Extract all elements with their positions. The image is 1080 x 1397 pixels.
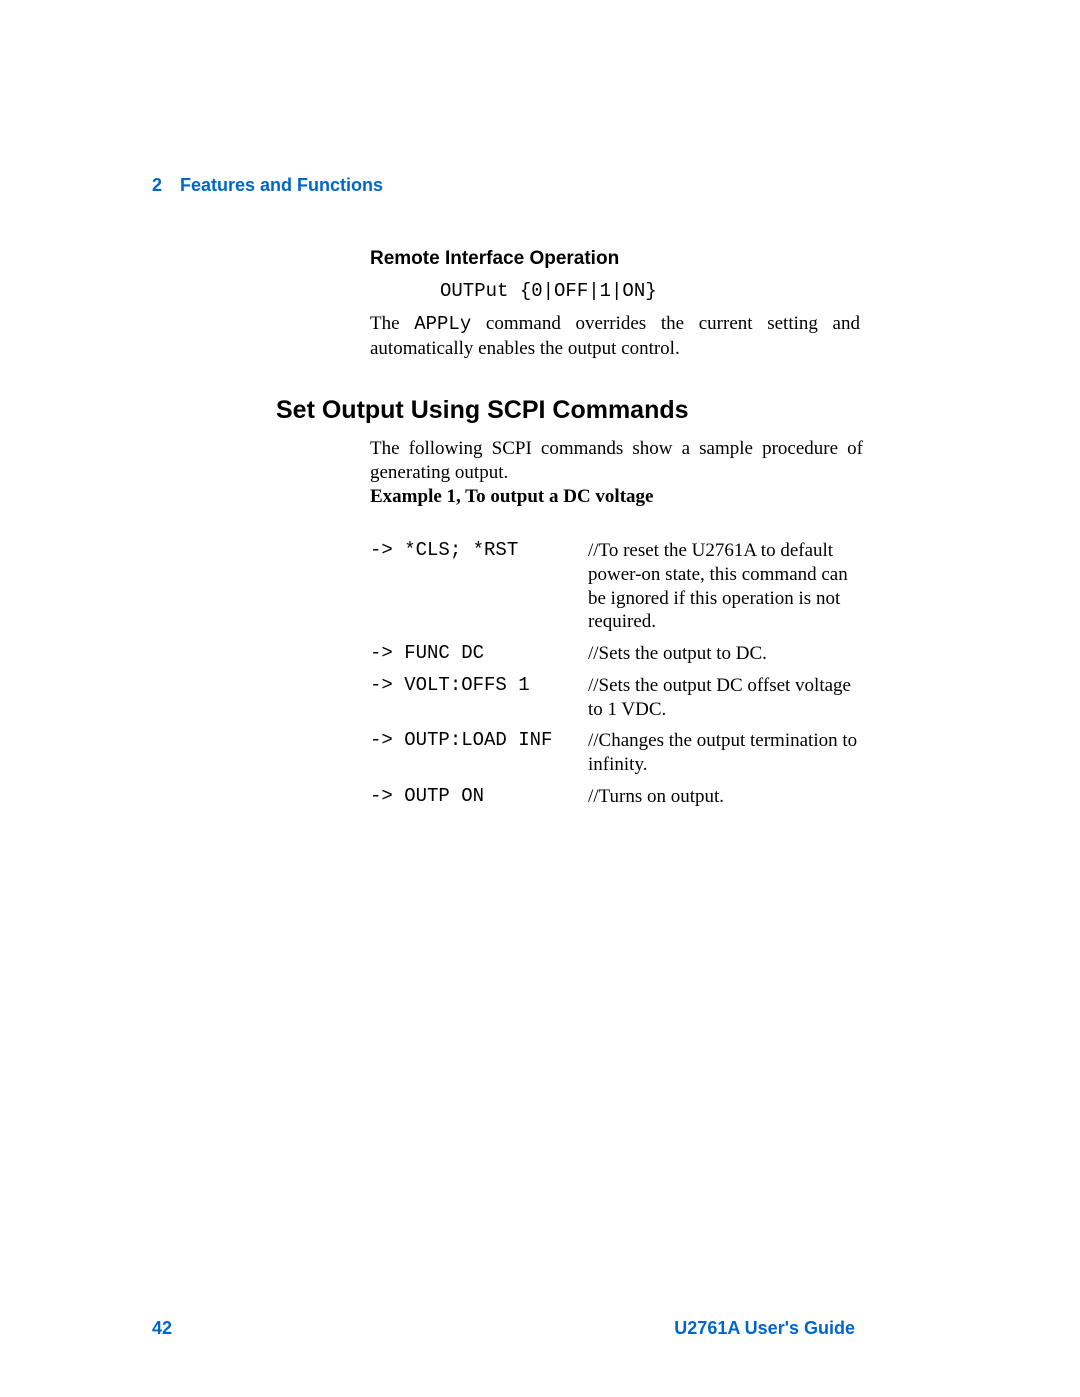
command-cell: -> OUTP ON bbox=[370, 781, 588, 813]
chapter-header: 2 Features and Functions bbox=[152, 175, 383, 196]
table-row: -> *CLS; *RST //To reset the U2761A to d… bbox=[370, 535, 870, 638]
command-cell: -> *CLS; *RST bbox=[370, 535, 588, 638]
output-syntax-code: OUTPut {0|OFF|1|ON} bbox=[440, 280, 657, 302]
command-table: -> *CLS; *RST //To reset the U2761A to d… bbox=[370, 535, 870, 813]
table-row: -> FUNC DC //Sets the output to DC. bbox=[370, 638, 870, 670]
description-cell: //Turns on output. bbox=[588, 781, 870, 813]
para-text-before: The bbox=[370, 313, 414, 334]
command-cell: -> VOLT:OFFS 1 bbox=[370, 670, 588, 726]
example-label: Example 1, To output a DC voltage bbox=[370, 486, 653, 508]
description-cell: //Sets the output DC offset voltage to 1… bbox=[588, 670, 870, 726]
table-row: -> VOLT:OFFS 1 //Sets the output DC offs… bbox=[370, 670, 870, 726]
description-cell: //To reset the U2761A to default power-o… bbox=[588, 535, 870, 638]
chapter-title: Features and Functions bbox=[180, 175, 383, 195]
section-heading: Set Output Using SCPI Commands bbox=[276, 396, 689, 425]
description-cell: //Changes the output termination to infi… bbox=[588, 725, 870, 781]
apply-command-name: APPLy bbox=[414, 313, 471, 335]
page: 2 Features and Functions Remote Interface… bbox=[0, 0, 1080, 1397]
table-row: -> OUTP:LOAD INF //Changes the output te… bbox=[370, 725, 870, 781]
page-number: 42 bbox=[152, 1318, 172, 1339]
chapter-number: 2 bbox=[152, 175, 162, 195]
section-intro-paragraph: The following SCPI commands show a sampl… bbox=[370, 437, 863, 485]
command-cell: -> FUNC DC bbox=[370, 638, 588, 670]
apply-description-paragraph: The APPLy command overrides the current … bbox=[370, 312, 860, 361]
remote-interface-subhead: Remote Interface Operation bbox=[370, 248, 619, 270]
command-cell: -> OUTP:LOAD INF bbox=[370, 725, 588, 781]
table-row: -> OUTP ON //Turns on output. bbox=[370, 781, 870, 813]
guide-name: U2761A User's Guide bbox=[674, 1318, 855, 1339]
description-cell: //Sets the output to DC. bbox=[588, 638, 870, 670]
